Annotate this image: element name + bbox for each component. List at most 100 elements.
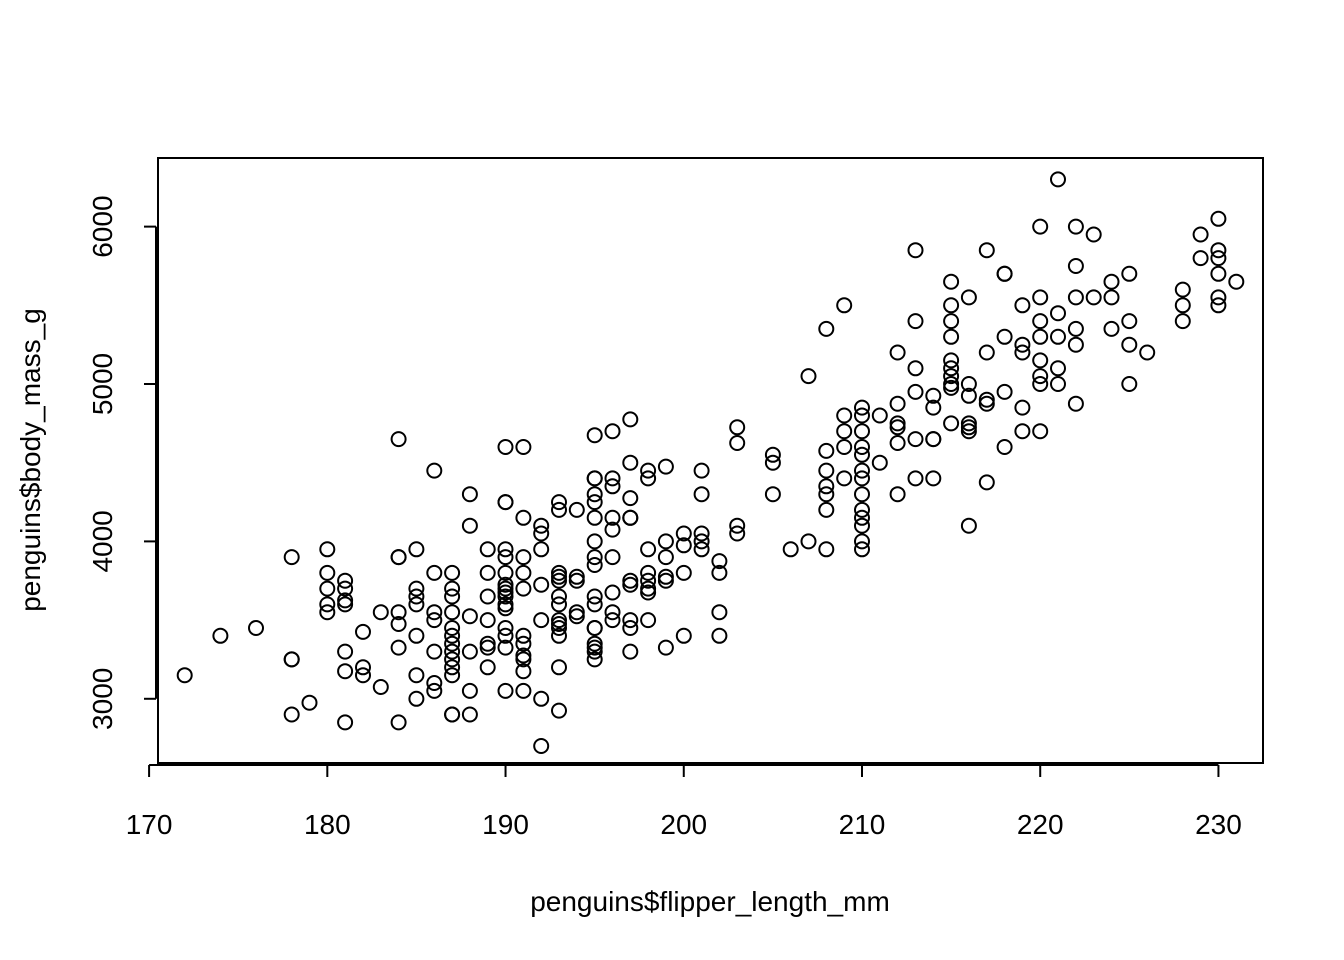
y-axis-label: penguins$body_mass_g — [15, 308, 46, 612]
data-point — [319, 596, 336, 613]
data-point — [800, 533, 817, 550]
data-point — [372, 679, 389, 695]
data-point — [693, 541, 710, 558]
data-point — [996, 265, 1013, 282]
data-point — [515, 627, 532, 644]
data-point — [497, 541, 514, 558]
data-point — [764, 486, 781, 503]
data-point — [622, 411, 639, 428]
data-point — [854, 541, 870, 558]
data-point — [1121, 336, 1138, 353]
data-point — [604, 470, 621, 487]
data-point — [996, 383, 1013, 400]
x-axis-label: penguins$flipper_length_mm — [530, 886, 890, 917]
data-point — [408, 627, 425, 644]
data-point — [568, 568, 585, 585]
data-point — [693, 533, 710, 550]
data-point — [960, 423, 977, 440]
data-point — [551, 627, 567, 644]
data-point — [515, 549, 532, 566]
data-point — [711, 564, 728, 581]
x-tick-label: 180 — [304, 809, 351, 840]
data-point — [1228, 273, 1245, 290]
data-point — [444, 643, 461, 660]
data-point — [1032, 313, 1049, 330]
data-point — [836, 470, 853, 487]
data-point — [1174, 313, 1191, 330]
data-point — [871, 454, 888, 471]
data-point — [854, 470, 870, 487]
data-point — [533, 612, 550, 629]
data-point — [836, 297, 853, 314]
data-point — [1192, 226, 1209, 243]
data-point — [337, 596, 354, 613]
data-point — [444, 706, 461, 723]
data-point — [657, 568, 674, 585]
data-point — [907, 431, 924, 448]
data-point — [497, 682, 514, 699]
data-point — [497, 439, 514, 455]
data-point — [568, 572, 585, 589]
data-point — [355, 623, 371, 640]
data-point — [355, 667, 371, 684]
x-tick-label: 190 — [482, 809, 529, 840]
data-point — [390, 431, 407, 448]
data-point — [889, 435, 906, 451]
data-point — [693, 486, 710, 503]
data-point — [729, 435, 746, 451]
data-point — [960, 387, 977, 404]
data-point — [337, 572, 354, 589]
data-point — [943, 379, 960, 396]
data-point — [657, 639, 674, 656]
data-point — [533, 541, 550, 558]
data-point — [586, 643, 603, 660]
data-point — [782, 541, 799, 558]
data-point — [497, 639, 514, 656]
data-point — [818, 320, 835, 337]
y-tick-label: 4000 — [87, 510, 118, 572]
data-point — [497, 576, 514, 593]
data-point — [622, 620, 639, 636]
data-point — [444, 620, 461, 636]
data-point — [604, 509, 621, 526]
data-point — [479, 639, 496, 656]
data-point — [907, 313, 924, 330]
data-point — [640, 564, 657, 581]
data-point — [854, 533, 870, 550]
data-point — [533, 525, 550, 542]
data-point — [996, 328, 1013, 345]
data-point — [586, 549, 603, 566]
data-point — [461, 486, 478, 503]
data-point — [551, 494, 567, 511]
data-point — [1014, 336, 1031, 353]
data-point — [586, 557, 603, 573]
data-point — [960, 415, 977, 432]
data-point — [586, 596, 603, 613]
data-point — [1210, 210, 1227, 227]
data-point — [943, 352, 960, 369]
data-point — [1210, 250, 1227, 267]
data-point — [1050, 305, 1066, 322]
data-point — [1085, 226, 1102, 243]
data-point — [586, 639, 603, 656]
data-point — [1067, 320, 1084, 337]
data-point — [408, 541, 425, 558]
data-point — [854, 399, 870, 416]
data-point — [426, 675, 443, 691]
data-point — [426, 612, 443, 629]
data-point — [337, 592, 354, 609]
data-point — [551, 612, 567, 629]
data-point — [854, 517, 870, 534]
data-point — [426, 643, 443, 660]
data-point — [479, 588, 496, 605]
data-point — [319, 541, 336, 558]
data-point — [497, 627, 514, 644]
data-point — [925, 399, 942, 416]
data-point — [479, 564, 496, 581]
data-point — [1067, 258, 1084, 274]
data-point — [497, 549, 514, 566]
data-point — [568, 501, 585, 518]
data-point — [978, 344, 995, 361]
data-point — [1032, 368, 1049, 385]
x-tick-label: 220 — [1017, 809, 1064, 840]
